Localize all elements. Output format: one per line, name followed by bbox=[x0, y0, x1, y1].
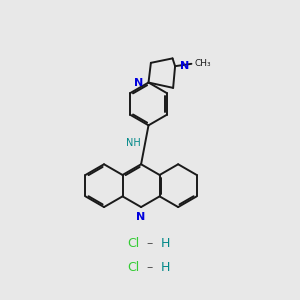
Text: N: N bbox=[180, 61, 189, 71]
Text: N: N bbox=[134, 77, 143, 88]
Text: H: H bbox=[160, 261, 170, 274]
Text: Cl: Cl bbox=[127, 261, 140, 274]
Text: –: – bbox=[143, 237, 157, 250]
Text: NH: NH bbox=[126, 138, 141, 148]
Text: –: – bbox=[143, 261, 157, 274]
Text: N: N bbox=[136, 212, 146, 222]
Text: CH₃: CH₃ bbox=[194, 59, 211, 68]
Text: H: H bbox=[160, 237, 170, 250]
Text: Cl: Cl bbox=[127, 237, 140, 250]
